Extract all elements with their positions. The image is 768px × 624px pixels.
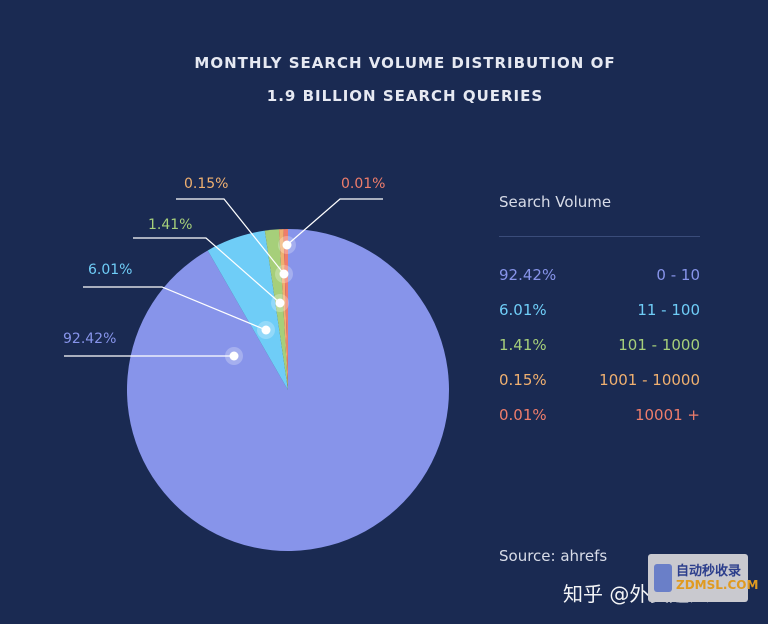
watermark-logo: 自动秒收录 ZDMSL.COM [648, 554, 758, 602]
pie-slice-2 [264, 229, 288, 390]
legend-range: 101 - 1000 [618, 336, 700, 354]
legend-item-4: 0.01% 10001 + [499, 406, 700, 426]
callout-label-3: 0.15% [184, 176, 228, 192]
callout-label-0: 92.42% [63, 331, 116, 347]
pie-callouts: 92.42% 6.01% 1.41% 0.15% 0.01% [63, 176, 385, 365]
legend-percent: 1.41% [499, 336, 547, 354]
legend-range: 0 - 10 [656, 266, 700, 284]
callout-line-1 [83, 286, 267, 331]
callout-label-1: 6.01% [88, 262, 132, 278]
pie-slice-1 [207, 230, 288, 390]
callout-dot-2 [275, 298, 285, 308]
legend-item-0: 92.42% 0 - 10 [499, 266, 700, 286]
callout-line-3 [176, 198, 285, 275]
logo-line-1: 自动秒收录 [676, 564, 742, 579]
legend-percent: 92.42% [499, 266, 557, 284]
chart-title-line-1: MONTHLY SEARCH VOLUME DISTRIBUTION OF [194, 54, 616, 72]
pie-slice-4 [283, 229, 288, 390]
legend-item-1: 6.01% 11 - 100 [499, 301, 700, 321]
callout-line-2 [133, 237, 281, 304]
legend-percent: 0.15% [499, 371, 547, 389]
legend-divider [499, 236, 700, 237]
callout-label-2: 1.41% [148, 217, 192, 233]
legend-percent: 0.01% [499, 406, 547, 424]
legend-item-2: 1.41% 101 - 1000 [499, 336, 700, 356]
callout-dot-0 [229, 351, 239, 361]
legend-percent: 6.01% [499, 301, 547, 319]
pie-slices [126, 229, 450, 551]
legend-range: 1001 - 10000 [599, 371, 700, 389]
chart-title-line-2: 1.9 BILLION SEARCH QUERIES [266, 87, 544, 105]
callout-dot-3 [279, 269, 289, 279]
legend-item-3: 0.15% 1001 - 10000 [499, 371, 700, 391]
callout-line-4 [286, 198, 383, 246]
logo-line-2: ZDMSL.COM [676, 578, 759, 592]
callout-dot-1 [261, 325, 271, 335]
legend-range: 11 - 100 [637, 301, 700, 319]
pie-slice-3 [279, 229, 288, 390]
legend-range: 10001 + [634, 406, 700, 424]
logo-mark-icon [654, 564, 672, 592]
legend-title: Search Volume [499, 193, 612, 211]
callout-dot-4 [282, 240, 292, 250]
source-note: Source: ahrefs [499, 547, 608, 565]
callout-label-4: 0.01% [341, 176, 385, 192]
